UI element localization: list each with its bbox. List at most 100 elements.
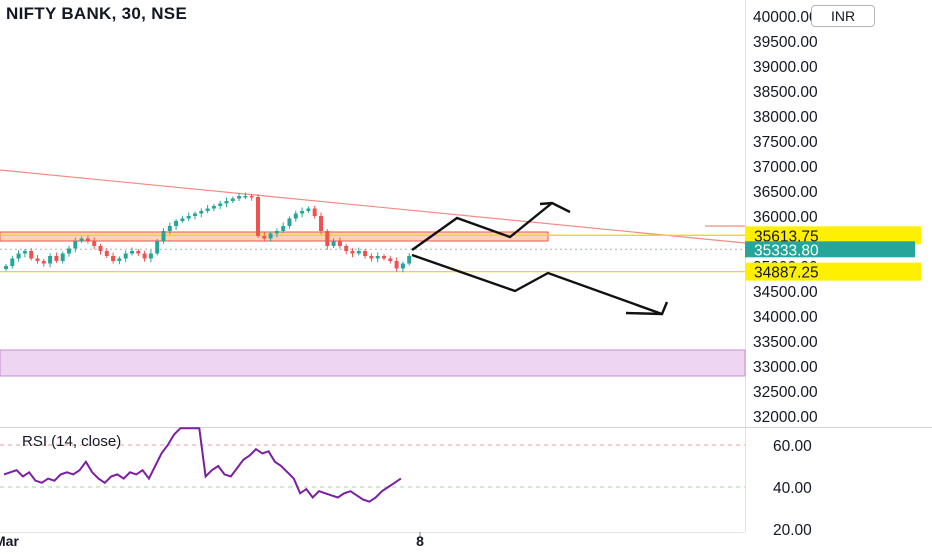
- candle-body: [4, 266, 8, 269]
- candle-body: [350, 251, 355, 254]
- candle-body: [123, 253, 128, 259]
- candle-body: [16, 253, 21, 259]
- price-tick: 40000.00: [753, 9, 818, 26]
- resistance-zone-orange: [0, 231, 549, 242]
- bullish-arrow-head: [539, 201, 571, 214]
- candle-body: [337, 241, 342, 246]
- level-price-label: 34887.25: [745, 262, 921, 282]
- price-label-text: 34887.25: [754, 265, 819, 282]
- candle-body: [22, 251, 27, 254]
- candle-body: [375, 256, 380, 259]
- candle-body: [230, 198, 235, 201]
- candle-body: [161, 231, 166, 241]
- price-axis[interactable]: 40000.00 39500.00 39000.00 38500.00 38000.00…: [753, 9, 818, 426]
- level-label-bg: [745, 226, 921, 245]
- candle-body: [344, 246, 349, 251]
- price-tick: 39500.00: [753, 34, 818, 51]
- bearish-arrow-head: [625, 301, 669, 316]
- price-tick: 37000.00: [753, 159, 818, 176]
- support-zone-purple: [0, 349, 746, 377]
- candle-body: [136, 251, 141, 254]
- candle-body: [211, 206, 216, 209]
- candle-body: [363, 251, 368, 256]
- chart-title: NIFTY BANK, 30, NSE: [6, 4, 188, 23]
- rsi-axis[interactable]: 60.00 40.00 20.00: [773, 438, 812, 539]
- price-tick: 39000.00: [753, 59, 818, 76]
- candle-body: [29, 251, 34, 259]
- rsi-tick: 20.00: [773, 522, 812, 539]
- candle-body: [98, 246, 103, 251]
- candle-body: [79, 238, 84, 241]
- level-price-label: 35613.75: [745, 226, 921, 245]
- currency-button[interactable]: INR: [811, 5, 875, 27]
- candle-body: [224, 201, 229, 204]
- candle-body: [41, 261, 46, 264]
- candle-body: [262, 236, 267, 239]
- candle-body: [186, 216, 191, 219]
- price-tick: 32000.00: [753, 409, 818, 426]
- candle-body: [205, 208, 210, 211]
- candle-body: [400, 263, 405, 269]
- price-tick: 34500.00: [753, 284, 818, 301]
- price-label-text: 35333.80: [754, 242, 819, 259]
- candle-body: [54, 256, 59, 261]
- candle-body: [104, 251, 109, 256]
- price-tick: 36500.00: [753, 184, 818, 201]
- candle-body: [249, 196, 254, 198]
- price-tick: 33500.00: [753, 334, 818, 351]
- candle-body: [281, 226, 286, 231]
- candle-body: [167, 226, 172, 231]
- price-label-text: 35613.75: [754, 228, 819, 245]
- price-tick: 32500.00: [753, 384, 818, 401]
- plot-area: [0, 0, 745, 550]
- candle-body: [67, 248, 71, 254]
- candle-body: [331, 241, 336, 246]
- bearish-projection-arrow: [411, 253, 663, 316]
- candle-body: [356, 251, 361, 254]
- price-tick: 38500.00: [753, 84, 818, 101]
- price-tick: 36000.00: [753, 209, 818, 226]
- candle-body: [142, 253, 147, 259]
- candle-body: [237, 196, 242, 199]
- candle-body: [256, 197, 260, 236]
- bullish-projection-arrow: [411, 202, 553, 251]
- candle-body: [174, 221, 179, 226]
- candles-group: [4, 192, 412, 273]
- candle-body: [306, 208, 311, 211]
- price-tick: 38000.00: [753, 109, 818, 126]
- time-tick-mar: Mar: [0, 533, 19, 549]
- candle-body: [155, 241, 160, 254]
- candle-body: [48, 256, 53, 264]
- candle-body: [274, 231, 279, 234]
- candle-body: [382, 256, 386, 259]
- candle-body: [193, 213, 197, 216]
- candle-body: [394, 261, 399, 269]
- candle-body: [111, 256, 116, 261]
- candle-body: [293, 213, 298, 219]
- candle-body: [268, 233, 273, 239]
- candle-body: [218, 203, 223, 206]
- candle-body: [312, 208, 317, 216]
- rsi-line: [3, 427, 402, 503]
- price-tick: 34000.00: [753, 309, 818, 326]
- price-tick: 33000.00: [753, 359, 818, 376]
- time-tick-8: 8: [416, 533, 424, 549]
- candle-body: [300, 211, 305, 214]
- candle-body: [199, 211, 204, 214]
- candle-body: [325, 231, 330, 246]
- rsi-tick: 60.00: [773, 438, 812, 455]
- candle-body: [407, 256, 412, 264]
- candle-body: [388, 258, 393, 261]
- current-price-label: 35333.80: [745, 241, 915, 259]
- level-label-bg: [745, 262, 921, 281]
- rsi-tick: 40.00: [773, 480, 812, 497]
- candle-body: [287, 218, 292, 226]
- candle-body: [243, 196, 248, 198]
- candle-body: [130, 251, 134, 254]
- candle-body: [148, 253, 153, 259]
- price-tick: 37500.00: [753, 134, 818, 151]
- candle-body: [117, 258, 122, 261]
